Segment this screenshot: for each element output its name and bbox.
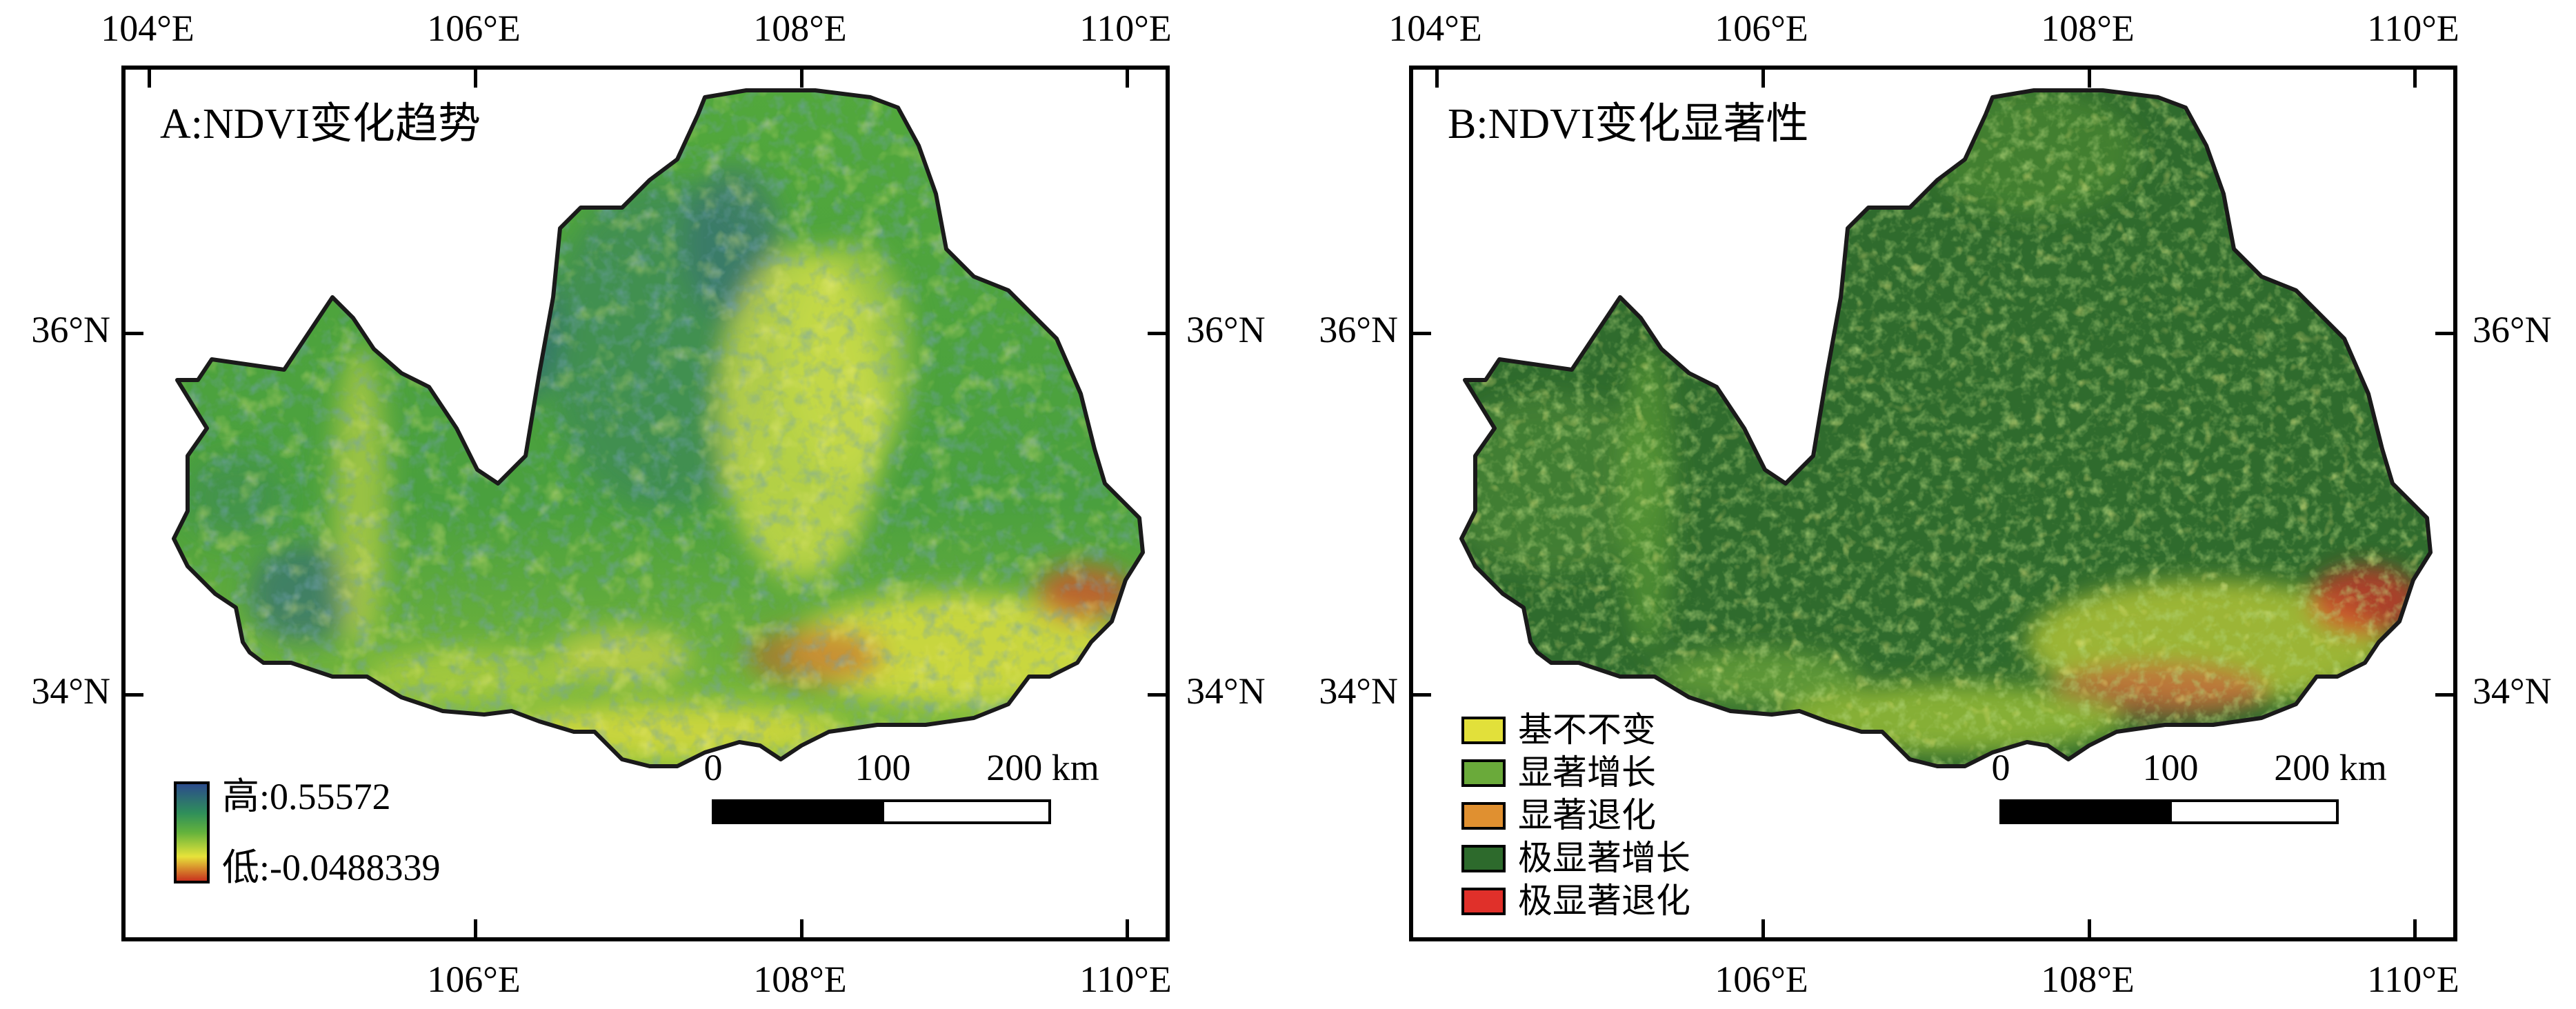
- lon-label-bottom: 108°E: [753, 959, 847, 1000]
- lon-label-bottom: 106°E: [1715, 959, 1808, 1000]
- lat-label-left: 34°N: [1319, 670, 1398, 712]
- map-panel-significance: B:NDVI变化显著性 基不不变 显著增长 显著退化 极显著增长 极显著退化 0…: [1409, 66, 2457, 941]
- lat-label-left: 34°N: [31, 670, 110, 712]
- lon-label-top: 106°E: [1715, 8, 1808, 49]
- lat-label-right: 36°N: [1186, 309, 1266, 350]
- legend-swatch: [1461, 888, 1506, 915]
- scale-label-0: 0: [1991, 747, 2010, 788]
- lon-label-top: 110°E: [2367, 8, 2459, 49]
- lon-label-top: 108°E: [753, 8, 847, 49]
- lon-label-bottom: 110°E: [1079, 959, 1172, 1000]
- colorbar-gradient: [174, 781, 210, 883]
- legend-swatch: [1461, 759, 1506, 787]
- lat-label-right: 36°N: [2473, 309, 2552, 350]
- scale-label-100: 100: [2142, 747, 2199, 788]
- legend-swatch: [1461, 717, 1506, 744]
- lon-label-top: 106°E: [427, 8, 521, 49]
- lat-label-left: 36°N: [31, 309, 110, 350]
- map-panel-trend: A:NDVI变化趋势 高:0.55572 低:-0.0488339 0 100 …: [121, 66, 1170, 941]
- scale-segment-white: [881, 799, 1051, 824]
- lon-label-bottom: 106°E: [427, 959, 521, 1000]
- scale-label-0: 0: [703, 747, 723, 788]
- legend-label: 显著退化: [1518, 796, 1656, 835]
- legend-label: 显著增长: [1518, 753, 1656, 792]
- lon-label-top: 104°E: [101, 8, 194, 49]
- scale-segment-white: [2169, 799, 2339, 824]
- lon-label-top: 110°E: [1079, 8, 1172, 49]
- scale-label-200: 200 km: [2274, 747, 2387, 788]
- scale-segment-black: [1999, 799, 2172, 824]
- legend-swatch: [1461, 802, 1506, 830]
- scale-segment-black: [712, 799, 884, 824]
- ndvi-significance-map: [1413, 70, 2453, 937]
- legend-label: 极显著增长: [1518, 839, 1690, 877]
- panel-title: B:NDVI变化显著性: [1448, 101, 1809, 148]
- ndvi-trend-map: [126, 70, 1166, 937]
- panel-title: A:NDVI变化趋势: [160, 101, 481, 148]
- lon-label-bottom: 110°E: [2367, 959, 2459, 1000]
- scale-bar: 0 100 200 km: [704, 749, 1099, 827]
- colorbar-high-label: 高:0.55572: [222, 776, 391, 817]
- legend-label: 基不不变: [1518, 710, 1656, 749]
- lat-label-right: 34°N: [1186, 670, 1266, 712]
- lon-label-top: 104°E: [1388, 8, 1482, 49]
- legend-label: 极显著退化: [1518, 881, 1690, 920]
- lon-label-bottom: 108°E: [2041, 959, 2135, 1000]
- scale-label-200: 200 km: [986, 747, 1099, 788]
- lat-label-left: 36°N: [1319, 309, 1398, 350]
- lon-label-top: 108°E: [2041, 8, 2135, 49]
- legend-swatch: [1461, 845, 1506, 872]
- scale-bar: 0 100 200 km: [1992, 749, 2387, 827]
- lat-label-right: 34°N: [2473, 670, 2552, 712]
- colorbar-low-label: 低:-0.0488339: [222, 847, 441, 888]
- scale-label-100: 100: [855, 747, 911, 788]
